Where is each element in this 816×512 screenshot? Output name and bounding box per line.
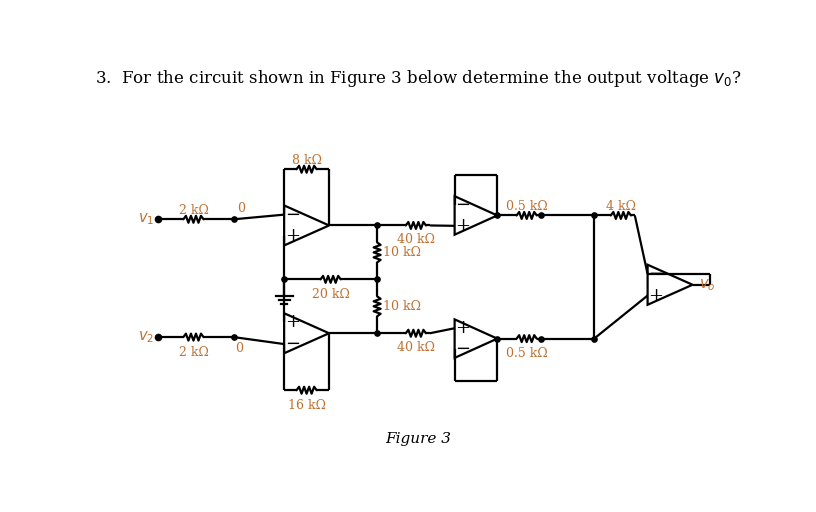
Text: 40 kΩ: 40 kΩ <box>397 233 435 246</box>
Text: $v_2$: $v_2$ <box>138 329 154 345</box>
Text: 0.5 kΩ: 0.5 kΩ <box>506 201 548 214</box>
Text: +: + <box>455 319 470 337</box>
Text: 4 kΩ: 4 kΩ <box>605 201 636 214</box>
Text: 0: 0 <box>235 342 243 355</box>
Text: $v_1$: $v_1$ <box>138 211 154 227</box>
Text: +: + <box>285 313 300 331</box>
Text: 40 kΩ: 40 kΩ <box>397 341 435 354</box>
Text: 0: 0 <box>237 202 246 216</box>
Text: 2 kΩ: 2 kΩ <box>179 346 208 358</box>
Text: 16 kΩ: 16 kΩ <box>287 399 326 412</box>
Text: −: − <box>285 335 300 353</box>
Text: Figure 3: Figure 3 <box>385 432 451 446</box>
Text: +: + <box>455 217 470 235</box>
Text: $v_o$: $v_o$ <box>698 277 715 292</box>
Text: 3.  For the circuit shown in Figure 3 below determine the output voltage $v_0$?: 3. For the circuit shown in Figure 3 bel… <box>95 68 742 89</box>
Text: −: − <box>649 265 663 283</box>
Text: +: + <box>649 287 663 305</box>
Text: −: − <box>455 340 470 358</box>
Text: −: − <box>455 196 470 214</box>
Text: 8 kΩ: 8 kΩ <box>291 154 322 166</box>
Text: +: + <box>285 227 300 245</box>
Text: 10 kΩ: 10 kΩ <box>384 246 421 259</box>
Text: 0.5 kΩ: 0.5 kΩ <box>506 347 548 360</box>
Text: 2 kΩ: 2 kΩ <box>179 204 208 217</box>
Text: −: − <box>285 206 300 224</box>
Text: 20 kΩ: 20 kΩ <box>312 288 349 301</box>
Text: 10 kΩ: 10 kΩ <box>384 300 421 313</box>
